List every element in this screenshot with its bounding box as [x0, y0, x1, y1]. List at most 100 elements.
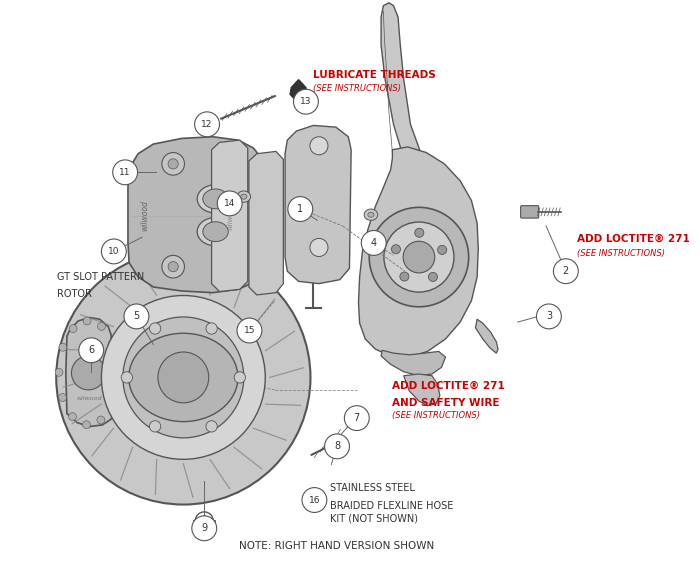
- Circle shape: [325, 434, 349, 459]
- Circle shape: [288, 197, 313, 221]
- Circle shape: [108, 399, 116, 407]
- Circle shape: [428, 272, 438, 281]
- Circle shape: [123, 317, 244, 438]
- Polygon shape: [66, 318, 114, 427]
- Text: KIT (NOT SHOWN): KIT (NOT SHOWN): [330, 513, 418, 523]
- Text: 3: 3: [546, 311, 552, 321]
- Text: wilwood: wilwood: [228, 202, 234, 230]
- Circle shape: [237, 318, 262, 343]
- Text: 13: 13: [300, 97, 312, 106]
- Ellipse shape: [129, 333, 238, 421]
- Ellipse shape: [364, 209, 378, 220]
- Text: 9: 9: [201, 523, 207, 533]
- Circle shape: [102, 295, 265, 459]
- Circle shape: [97, 323, 106, 331]
- Ellipse shape: [197, 185, 234, 213]
- Text: 16: 16: [309, 496, 320, 505]
- Circle shape: [83, 317, 91, 325]
- Circle shape: [195, 112, 220, 137]
- Text: wilwood: wilwood: [141, 201, 149, 231]
- Circle shape: [162, 153, 185, 175]
- Polygon shape: [211, 140, 248, 292]
- Circle shape: [384, 222, 454, 292]
- Ellipse shape: [368, 212, 374, 218]
- Text: 14: 14: [224, 199, 235, 208]
- Circle shape: [206, 323, 217, 334]
- Text: 12: 12: [202, 120, 213, 129]
- Ellipse shape: [372, 246, 379, 251]
- Circle shape: [536, 304, 561, 329]
- Text: BRAIDED FLEXLINE HOSE: BRAIDED FLEXLINE HOSE: [330, 501, 454, 511]
- Circle shape: [113, 160, 138, 185]
- Text: wilwood: wilwood: [77, 396, 102, 401]
- Circle shape: [206, 421, 217, 432]
- Text: 5: 5: [133, 311, 139, 321]
- Polygon shape: [249, 151, 284, 295]
- Circle shape: [162, 255, 185, 278]
- Text: 1: 1: [298, 204, 303, 214]
- Text: (SEE INSTRUCTIONS): (SEE INSTRUCTIONS): [393, 411, 480, 420]
- Polygon shape: [290, 80, 307, 103]
- Circle shape: [168, 262, 178, 272]
- Circle shape: [121, 372, 132, 383]
- Circle shape: [149, 421, 161, 432]
- Text: STAINLESS STEEL: STAINLESS STEEL: [330, 483, 415, 493]
- Circle shape: [113, 364, 122, 372]
- Text: 8: 8: [334, 441, 340, 451]
- Text: ADD LOCTITE® 271: ADD LOCTITE® 271: [393, 381, 505, 391]
- Circle shape: [391, 245, 400, 254]
- Circle shape: [79, 338, 104, 363]
- Circle shape: [108, 340, 116, 347]
- Ellipse shape: [203, 189, 228, 208]
- Text: GT SLOT PATTERN: GT SLOT PATTERN: [57, 272, 145, 282]
- Text: (SEE INSTRUCTIONS): (SEE INSTRUCTIONS): [314, 84, 401, 93]
- Circle shape: [415, 228, 424, 237]
- Circle shape: [83, 421, 90, 429]
- Circle shape: [361, 231, 386, 255]
- Polygon shape: [381, 3, 421, 153]
- Polygon shape: [404, 374, 440, 406]
- Circle shape: [403, 241, 435, 273]
- Circle shape: [56, 250, 311, 505]
- Circle shape: [124, 304, 149, 329]
- Circle shape: [158, 352, 209, 403]
- Text: 11: 11: [120, 168, 131, 177]
- Circle shape: [554, 259, 578, 284]
- Polygon shape: [128, 137, 264, 293]
- Circle shape: [59, 344, 66, 351]
- Circle shape: [438, 245, 447, 254]
- Text: (SEE INSTRUCTIONS): (SEE INSTRUCTIONS): [577, 249, 664, 258]
- Text: LUBRICATE THREADS: LUBRICATE THREADS: [314, 70, 436, 80]
- Polygon shape: [358, 147, 478, 357]
- Text: 10: 10: [108, 247, 120, 256]
- Polygon shape: [285, 125, 351, 284]
- Ellipse shape: [369, 243, 382, 254]
- Circle shape: [302, 488, 327, 512]
- Ellipse shape: [203, 222, 228, 242]
- Circle shape: [234, 372, 246, 383]
- Circle shape: [69, 412, 76, 420]
- Text: 15: 15: [244, 326, 256, 335]
- Circle shape: [217, 191, 242, 216]
- Circle shape: [369, 207, 469, 307]
- Circle shape: [310, 238, 328, 257]
- Text: 2: 2: [563, 266, 569, 276]
- Text: 7: 7: [354, 413, 360, 423]
- Text: 4: 4: [371, 238, 377, 248]
- Circle shape: [168, 159, 178, 169]
- Circle shape: [102, 239, 126, 264]
- Text: NOTE: RIGHT HAND VERSION SHOWN: NOTE: RIGHT HAND VERSION SHOWN: [239, 541, 435, 551]
- Circle shape: [97, 416, 105, 424]
- Text: ADD LOCTITE® 271: ADD LOCTITE® 271: [577, 234, 690, 244]
- FancyBboxPatch shape: [521, 206, 539, 218]
- Ellipse shape: [241, 194, 247, 199]
- Circle shape: [59, 394, 66, 402]
- Circle shape: [55, 368, 63, 376]
- Ellipse shape: [237, 191, 251, 202]
- Text: AND SAFETY WIRE: AND SAFETY WIRE: [393, 398, 500, 408]
- Ellipse shape: [197, 218, 234, 246]
- Text: ROTOR: ROTOR: [57, 289, 92, 299]
- Circle shape: [192, 516, 217, 541]
- Circle shape: [293, 89, 319, 114]
- Circle shape: [69, 325, 77, 333]
